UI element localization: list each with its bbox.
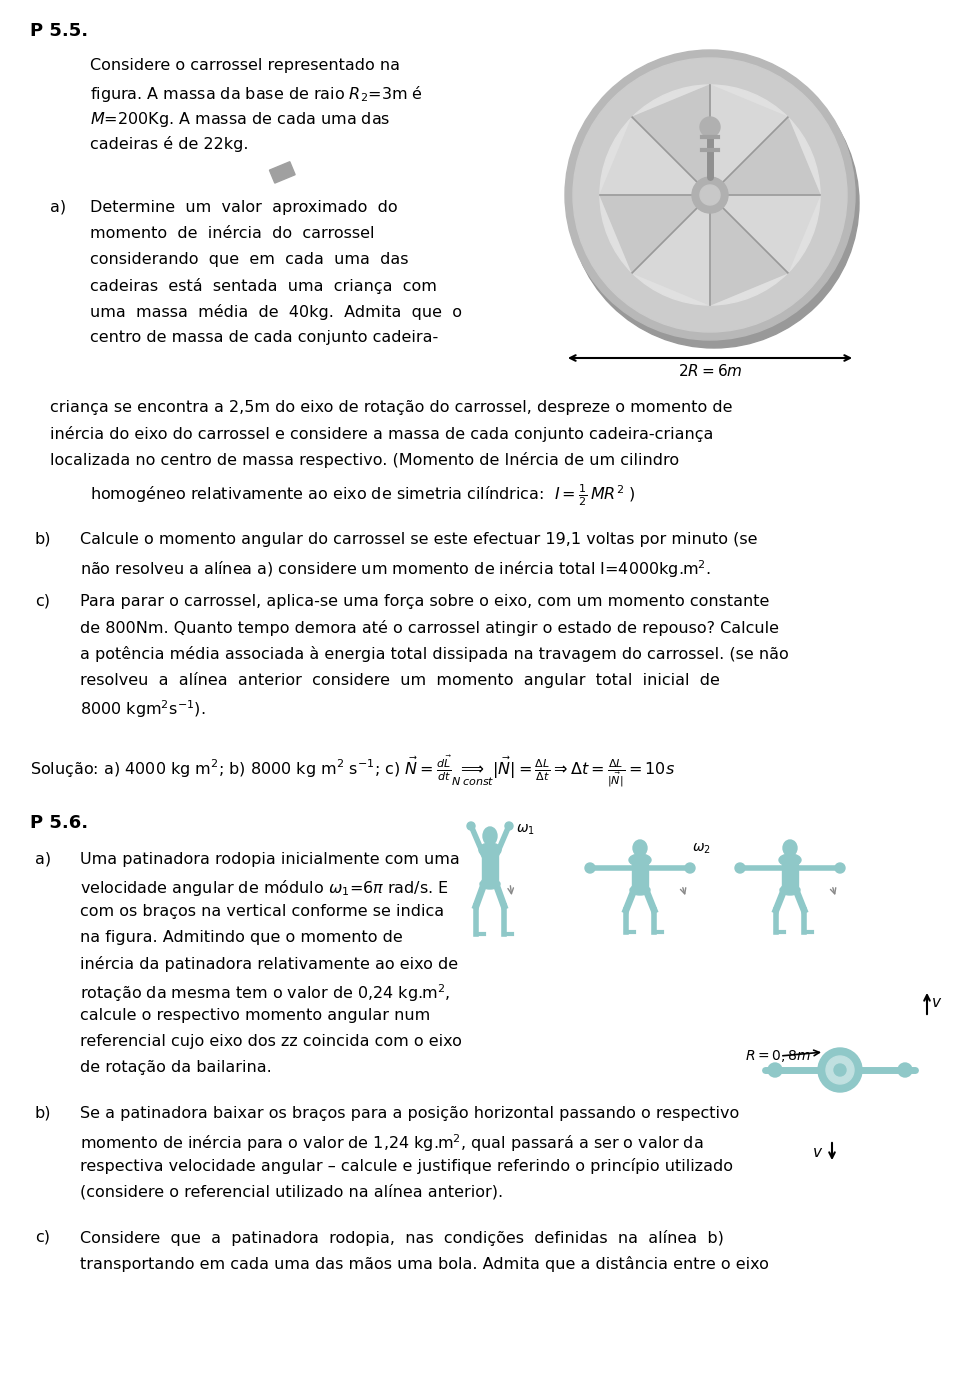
Text: $R=0,8m$: $R=0,8m$	[745, 1049, 811, 1064]
Text: inércia do eixo do carrossel e considere a massa de cada conjunto cadeira-crianç: inércia do eixo do carrossel e considere…	[50, 426, 713, 442]
Text: Uma patinadora rodopia inicialmente com uma: Uma patinadora rodopia inicialmente com …	[80, 853, 460, 867]
Text: uma  massa  média  de  40kg.  Admita  que  o: uma massa média de 40kg. Admita que o	[90, 304, 462, 321]
Text: figura. A massa da base de raio $R_2$=3m é: figura. A massa da base de raio $R_2$=3m…	[90, 84, 422, 104]
Circle shape	[818, 1049, 862, 1092]
Circle shape	[700, 118, 720, 137]
Polygon shape	[710, 118, 820, 195]
Circle shape	[585, 862, 595, 874]
Ellipse shape	[783, 840, 797, 855]
Text: c): c)	[35, 1231, 50, 1245]
Circle shape	[569, 57, 859, 349]
Circle shape	[467, 822, 475, 830]
Polygon shape	[710, 85, 788, 195]
Circle shape	[505, 822, 513, 830]
Text: de rotação da bailarina.: de rotação da bailarina.	[80, 1060, 272, 1075]
Text: inércia da patinadora relativamente ao eixo de: inércia da patinadora relativamente ao e…	[80, 956, 458, 972]
Text: a): a)	[35, 853, 51, 867]
Ellipse shape	[483, 827, 497, 846]
Circle shape	[565, 50, 855, 340]
Polygon shape	[600, 195, 710, 273]
Text: resolveu  a  alínea  anterior  considere  um  momento  angular  total  inicial  : resolveu a alínea anterior considere um …	[80, 672, 720, 687]
Text: com os braços na vertical conforme se indica: com os braços na vertical conforme se in…	[80, 904, 444, 918]
Polygon shape	[633, 195, 710, 305]
Text: centro de massa de cada conjunto cadeira-: centro de massa de cada conjunto cadeira…	[90, 330, 439, 344]
Ellipse shape	[480, 879, 500, 889]
Text: respectiva velocidade angular – calcule e justifique referindo o princípio utili: respectiva velocidade angular – calcule …	[80, 1158, 733, 1175]
Text: localizada no centro de massa respectivo. (Momento de Inércia de um cilindro: localizada no centro de massa respectivo…	[50, 452, 679, 468]
Text: P 5.6.: P 5.6.	[30, 813, 88, 832]
Bar	[632, 864, 648, 890]
Bar	[782, 864, 798, 890]
Text: Considere  que  a  patinadora  rodopia,  nas  condições  definidas  na  alínea  : Considere que a patinadora rodopia, nas …	[80, 1231, 724, 1246]
Text: (considere o referencial utilizado na alínea anterior).: (considere o referencial utilizado na al…	[80, 1184, 503, 1200]
Text: Se a patinadora baixar os braços para a posição horizontal passando o respectivo: Se a patinadora baixar os braços para a …	[80, 1106, 739, 1121]
Ellipse shape	[779, 854, 801, 867]
Polygon shape	[710, 195, 788, 305]
Circle shape	[573, 57, 847, 332]
Text: $2R=6m$: $2R=6m$	[678, 363, 742, 379]
Circle shape	[826, 1056, 854, 1084]
Text: referencial cujo eixo dos zz coincida com o eixo: referencial cujo eixo dos zz coincida co…	[80, 1035, 462, 1049]
Text: Solução: a) 4000 kg m$^2$; b) 8000 kg m$^2$ s$^{-1}$; c) $\vec{N} = \frac{d\vec{: Solução: a) 4000 kg m$^2$; b) 8000 kg m$…	[30, 755, 675, 790]
Text: b): b)	[35, 532, 52, 547]
Circle shape	[700, 185, 720, 204]
Text: homogéneo relativamente ao eixo de simetria cilíndrica:  $I = \frac{1}{2}\,MR^2$: homogéneo relativamente ao eixo de simet…	[90, 482, 636, 508]
Circle shape	[835, 862, 845, 874]
Text: c): c)	[35, 594, 50, 609]
Text: Considere o carrossel representado na: Considere o carrossel representado na	[90, 57, 400, 73]
Text: de 800Nm. Quanto tempo demora até o carrossel atingir o estado de repouso? Calcu: de 800Nm. Quanto tempo demora até o carr…	[80, 620, 779, 636]
Text: $\omega_2$: $\omega_2$	[692, 841, 710, 857]
Text: momento  de  inércia  do  carrossel: momento de inércia do carrossel	[90, 225, 374, 241]
Text: Calcule o momento angular do carrossel se este efectuar 19,1 voltas por minuto (: Calcule o momento angular do carrossel s…	[80, 532, 757, 547]
Ellipse shape	[629, 854, 651, 867]
Text: $v$: $v$	[812, 1145, 824, 1161]
Text: cadeiras é de 22kg.: cadeiras é de 22kg.	[90, 136, 249, 153]
Circle shape	[768, 1063, 782, 1077]
Text: não resolveu a alínea a) considere um momento de inércia total I=4000kg.m$^2$.: não resolveu a alínea a) considere um mo…	[80, 559, 710, 580]
Text: na figura. Admitindo que o momento de: na figura. Admitindo que o momento de	[80, 930, 403, 945]
Polygon shape	[710, 195, 820, 273]
Text: Determine  um  valor  aproximado  do: Determine um valor aproximado do	[90, 200, 397, 216]
Text: Para parar o carrossel, aplica-se uma força sobre o eixo, com um momento constan: Para parar o carrossel, aplica-se uma fo…	[80, 594, 769, 609]
Ellipse shape	[633, 840, 647, 855]
Ellipse shape	[479, 843, 501, 857]
Text: 8000 kgm$^2$s$^{-1}$).: 8000 kgm$^2$s$^{-1}$).	[80, 699, 205, 720]
Text: cadeiras  está  sentada  uma  criança  com: cadeiras está sentada uma criança com	[90, 279, 437, 294]
Text: calcule o respectivo momento angular num: calcule o respectivo momento angular num	[80, 1008, 430, 1023]
Bar	[482, 854, 498, 883]
Text: $v$: $v$	[931, 995, 942, 1009]
Circle shape	[834, 1064, 846, 1077]
Text: considerando  que  em  cada  uma  das: considerando que em cada uma das	[90, 252, 409, 267]
Circle shape	[692, 176, 728, 213]
Circle shape	[685, 862, 695, 874]
Text: P 5.5.: P 5.5.	[30, 22, 88, 41]
Bar	[270, 162, 295, 183]
Text: velocidade angular de módulo $\omega_1$=6$\pi$ rad/s. E: velocidade angular de módulo $\omega_1$=…	[80, 878, 449, 897]
Circle shape	[600, 85, 820, 305]
Text: transportando em cada uma das mãos uma bola. Admita que a distância entre o eixo: transportando em cada uma das mãos uma b…	[80, 1256, 769, 1273]
Circle shape	[898, 1063, 912, 1077]
Polygon shape	[633, 85, 710, 195]
Text: a): a)	[50, 200, 66, 216]
Polygon shape	[600, 118, 710, 195]
Text: $\omega_1$: $\omega_1$	[516, 823, 535, 837]
Ellipse shape	[630, 885, 650, 895]
Text: rotação da mesma tem o valor de 0,24 kg.m$^2$,: rotação da mesma tem o valor de 0,24 kg.…	[80, 981, 450, 1004]
Text: $M$=200Kg. A massa de cada uma das: $M$=200Kg. A massa de cada uma das	[90, 111, 391, 129]
Text: b): b)	[35, 1106, 52, 1121]
Text: momento de inércia para o valor de 1,24 kg.m$^2$, qual passará a ser o valor da: momento de inércia para o valor de 1,24 …	[80, 1133, 704, 1154]
Text: criança se encontra a 2,5m do eixo de rotação do carrossel, despreze o momento d: criança se encontra a 2,5m do eixo de ro…	[50, 400, 732, 414]
Ellipse shape	[780, 885, 800, 895]
Text: a potência média associada à energia total dissipada na travagem do carrossel. (: a potência média associada à energia tot…	[80, 645, 789, 662]
Circle shape	[735, 862, 745, 874]
